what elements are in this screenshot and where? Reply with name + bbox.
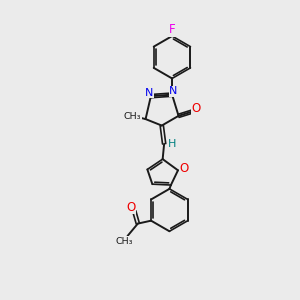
Text: O: O	[192, 102, 201, 115]
Text: N: N	[169, 86, 178, 96]
Text: N: N	[145, 88, 154, 98]
Text: CH₃: CH₃	[124, 112, 141, 121]
Text: CH₃: CH₃	[116, 237, 133, 246]
Text: O: O	[180, 162, 189, 175]
Text: F: F	[169, 23, 175, 36]
Text: H: H	[168, 139, 177, 149]
Text: O: O	[126, 201, 135, 214]
